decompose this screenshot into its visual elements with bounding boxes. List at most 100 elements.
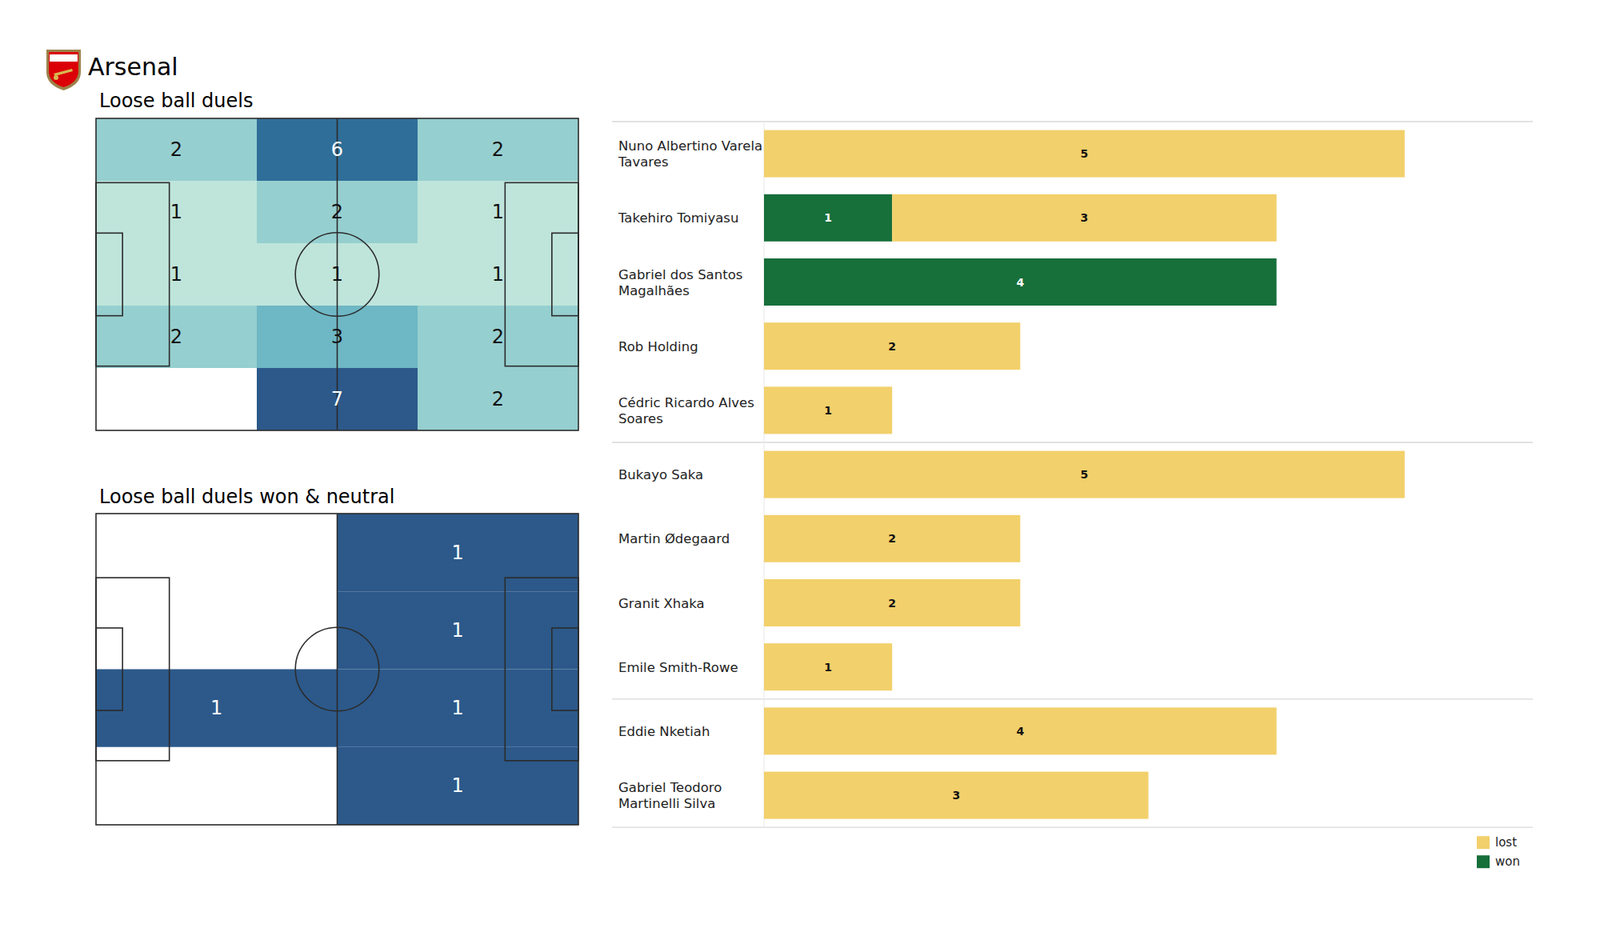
penalty-box xyxy=(96,182,170,366)
category-label-line: Cédric Ricardo Alves xyxy=(618,395,755,411)
data-label: 1 xyxy=(824,404,832,417)
bar-segment xyxy=(764,643,892,691)
logo-shield xyxy=(48,52,79,88)
category-label-line: Bukayo Saka xyxy=(618,467,704,483)
bar-frame xyxy=(612,121,1533,828)
pitch-background xyxy=(96,118,579,431)
page-title: Arsenal xyxy=(88,52,179,81)
group-separator xyxy=(612,827,1533,828)
group-separator xyxy=(612,441,1533,443)
group-separator xyxy=(612,698,1533,700)
data-label: 1 xyxy=(824,660,832,674)
heat-cell xyxy=(96,180,257,244)
heat-cell xyxy=(417,243,579,306)
data-label: 4 xyxy=(1016,276,1024,289)
heat-cell xyxy=(417,180,579,244)
category-label-line: Emile Smith-Rowe xyxy=(618,660,739,676)
heatmap xyxy=(96,118,579,431)
category-label: Gabriel TeodoroMartinelli Silva xyxy=(618,780,722,812)
data-label: 5 xyxy=(1080,147,1089,160)
category-label-line: Soares xyxy=(618,411,664,427)
category-label: Martin Ødegaard xyxy=(618,531,730,547)
penalty-box xyxy=(504,182,579,366)
logo-cannon xyxy=(53,68,73,76)
category-label-line: Martinelli Silva xyxy=(618,796,716,812)
cell-label: 1 xyxy=(170,263,183,286)
data-label: 5 xyxy=(1080,468,1089,481)
category-label: Takehiro Tomiyasu xyxy=(617,210,739,226)
heat-cell xyxy=(96,243,257,306)
cell-label: 1 xyxy=(210,696,223,720)
cell-label: 1 xyxy=(170,200,183,224)
cell-label: 1 xyxy=(492,200,504,224)
category-label-line: Magalhães xyxy=(618,283,690,299)
category-label-line: Gabriel Teodoro xyxy=(618,780,722,796)
cell-label: 2 xyxy=(170,325,183,348)
category-label: Cédric Ricardo AlvesSoares xyxy=(618,395,755,427)
six-yard-box xyxy=(96,232,123,316)
heatmap xyxy=(96,513,579,825)
legend-swatch xyxy=(1476,836,1490,849)
category-label: Rob Holding xyxy=(618,339,699,355)
pitch-outline xyxy=(96,513,579,825)
legend-label: won xyxy=(1495,854,1520,869)
pitch-outline xyxy=(96,118,579,431)
category-label: Gabriel dos SantosMagalhães xyxy=(618,267,743,299)
heat-cell xyxy=(417,368,579,431)
cell-label: 2 xyxy=(492,388,504,411)
cell-label: 2 xyxy=(492,138,504,161)
bars xyxy=(764,130,1405,820)
data-label: 2 xyxy=(888,340,896,353)
cell-label: 2 xyxy=(170,138,183,161)
legend-label: lost xyxy=(1495,835,1517,850)
category-label-line: Granit Xhaka xyxy=(618,596,705,612)
heat-cell xyxy=(337,513,580,592)
bar-segment xyxy=(764,579,1020,627)
category-label: Eddie Nketiah xyxy=(618,724,710,740)
penalty-box xyxy=(96,577,170,761)
data-label: 2 xyxy=(888,596,896,610)
six-yard-box xyxy=(552,628,579,711)
category-label-line: Tavares xyxy=(617,154,669,170)
bar-segment xyxy=(764,515,1020,563)
logo-wheel xyxy=(53,75,59,80)
bar-segment xyxy=(764,386,892,434)
cell-label: 1 xyxy=(331,263,344,286)
heat-cell xyxy=(337,591,580,669)
category-label: Emile Smith-Rowe xyxy=(618,660,739,676)
category-label-line: Rob Holding xyxy=(618,339,699,355)
heat-cell xyxy=(417,118,579,181)
bar-segment xyxy=(764,194,892,242)
bar-segment xyxy=(764,130,1405,178)
halfway-line xyxy=(336,513,339,825)
logo-band xyxy=(49,54,78,62)
heat-cell xyxy=(96,669,338,748)
heat-cell xyxy=(96,305,257,368)
category-label: Granit Xhaka xyxy=(618,596,705,612)
chart-title: Loose ball duels xyxy=(99,89,254,112)
pitch-lines xyxy=(96,118,579,431)
bar-segment xyxy=(764,258,1277,306)
cell-label: 1 xyxy=(492,263,504,286)
cell-label: 1 xyxy=(452,619,464,642)
bar-segment xyxy=(764,451,1405,499)
centre-circle xyxy=(295,627,380,712)
category-label-line: Eddie Nketiah xyxy=(618,724,710,740)
data-label: 4 xyxy=(1016,724,1024,738)
heat-cell xyxy=(337,669,580,748)
cell-label: 6 xyxy=(331,138,344,161)
cell-label: 1 xyxy=(452,696,464,720)
canvas: ArsenalLoose ball duels26212111123272Loo… xyxy=(0,0,1600,940)
bar-segment xyxy=(764,322,1020,370)
heat-cell xyxy=(417,305,579,368)
bar-segment xyxy=(892,194,1277,242)
six-yard-box xyxy=(552,232,579,316)
centre-circle xyxy=(295,232,380,317)
bar-segment xyxy=(764,772,1149,820)
pitch-lines xyxy=(96,513,579,825)
category-label-line: Takehiro Tomiyasu xyxy=(617,210,739,226)
category-label: Nuno Albertino VarelaTavares xyxy=(617,138,763,170)
bar-segment xyxy=(1276,258,1277,306)
penalty-box xyxy=(504,577,579,761)
category-label: Bukayo Saka xyxy=(618,467,704,483)
